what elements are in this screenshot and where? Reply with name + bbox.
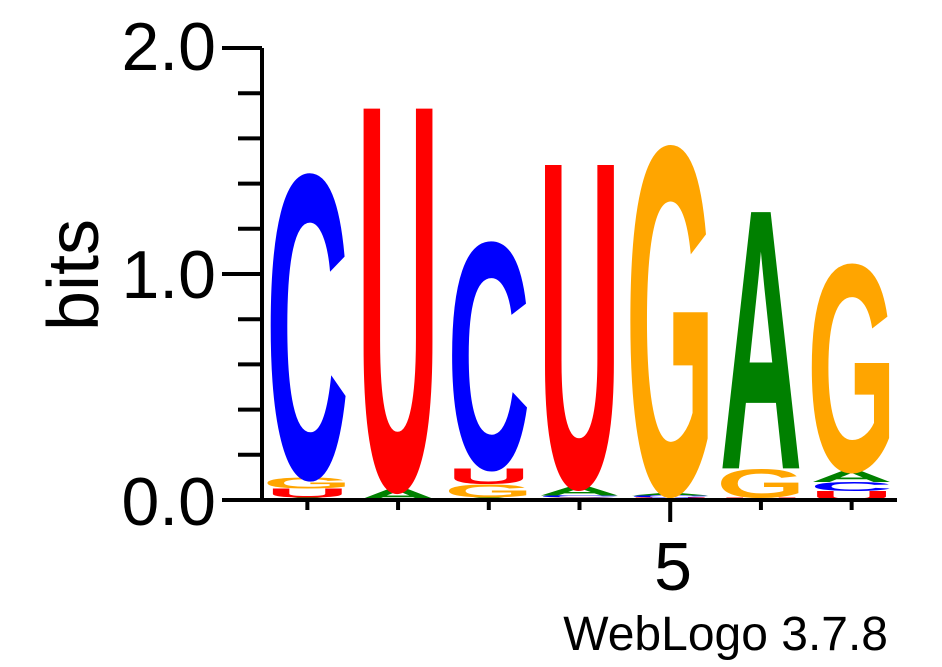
glyph-g-pos3: G — [444, 481, 533, 502]
y-axis-ticks — [222, 46, 262, 502]
glyph-c-pos5: C — [629, 495, 712, 499]
y-tick-label-1: 1.0 — [121, 237, 216, 313]
glyph-u-pos2: U — [357, 0, 440, 606]
glyph-stacks: AUGCAUAGUCGCAUUCAGUGAUCAG — [263, 0, 896, 606]
y-tick-label-0: 0.0 — [121, 464, 216, 540]
y-tick-label-2: 2.0 — [121, 9, 216, 85]
glyph-c-pos7: C — [810, 480, 893, 494]
glyph-u-pos1: U — [266, 486, 349, 500]
footer-version-label: WebLogo 3.7.8 — [563, 608, 888, 661]
glyph-g-pos7: G — [807, 201, 896, 533]
glyph-u-pos3: U — [447, 464, 530, 489]
glyph-a-pos4: A — [538, 484, 621, 498]
glyph-c-pos4: C — [538, 495, 621, 499]
glyph-c-pos3: C — [447, 174, 530, 538]
glyph-c-pos1: C — [266, 85, 349, 571]
glyph-a-pos6: A — [720, 133, 803, 548]
x-tick-label-5: 5 — [654, 529, 692, 605]
glyph-a-pos7: A — [810, 468, 893, 486]
x-axis-ticks — [305, 500, 854, 522]
y-axis-title: bits — [34, 219, 114, 331]
glyph-a-pos5: A — [629, 493, 712, 497]
glyph-g-pos1: G — [263, 475, 352, 493]
